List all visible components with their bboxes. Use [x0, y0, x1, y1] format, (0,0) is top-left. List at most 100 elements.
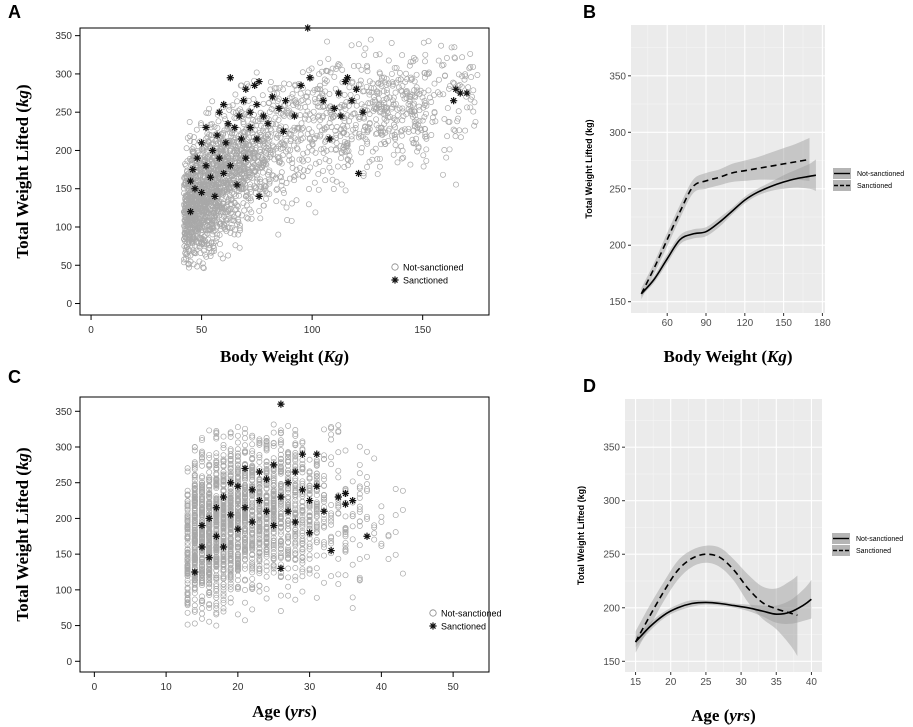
not-sanctioned-point: [199, 579, 205, 586]
sanctioned-point: [326, 135, 334, 143]
not-sanctioned-point: [213, 470, 220, 477]
not-sanctioned-point: [217, 220, 224, 227]
not-sanctioned-point: [191, 462, 198, 469]
not-sanctioned-point: [253, 69, 260, 76]
sanctioned-point: [227, 511, 235, 519]
not-sanctioned-point: [299, 530, 306, 536]
not-sanctioned-point: [184, 621, 191, 628]
not-sanctioned-point: [320, 145, 327, 152]
not-sanctioned-point: [342, 149, 349, 156]
sanctioned-point: [246, 123, 254, 132]
not-sanctioned-point: [227, 553, 234, 560]
not-sanctioned-point: [242, 430, 248, 437]
not-sanctioned-point: [207, 226, 214, 233]
y-tick-label: 150: [609, 297, 626, 308]
not-sanctioned-point: [203, 201, 210, 207]
not-sanctioned-point: [208, 240, 215, 247]
not-sanctioned-point: [324, 38, 331, 45]
y-axis-title: Total Weight Lifted (kg): [13, 84, 32, 258]
not-sanctioned-point: [216, 200, 223, 207]
not-sanctioned-point: [270, 549, 277, 556]
not-sanctioned-point: [270, 471, 277, 478]
not-sanctioned-point: [191, 505, 198, 512]
not-sanctioned-point: [234, 514, 241, 521]
not-sanctioned-point: [315, 186, 322, 193]
not-sanctioned-point: [231, 136, 238, 143]
not-sanctioned-point: [467, 104, 474, 111]
not-sanctioned-point: [241, 180, 248, 187]
confidence-band-sanctioned: [635, 545, 798, 656]
not-sanctioned-point: [285, 495, 292, 502]
y-tick-label: 0: [66, 657, 72, 668]
not-sanctioned-point: [227, 530, 234, 537]
not-sanctioned-point: [206, 534, 213, 541]
not-sanctioned-point: [193, 217, 200, 224]
not-sanctioned-point: [455, 115, 461, 122]
not-sanctioned-point: [242, 534, 248, 541]
not-sanctioned-point: [323, 147, 330, 154]
not-sanctioned-point: [252, 189, 259, 196]
not-sanctioned-point: [313, 462, 320, 469]
not-sanctioned-point: [393, 64, 400, 71]
not-sanctioned-point: [213, 434, 220, 440]
not-sanctioned-point: [234, 458, 241, 465]
not-sanctioned-point: [306, 552, 313, 559]
not-sanctioned-point: [474, 72, 481, 78]
not-sanctioned-point: [187, 252, 194, 259]
not-sanctioned-point: [225, 195, 232, 202]
not-sanctioned-point: [227, 580, 234, 587]
not-sanctioned-point: [413, 71, 420, 78]
not-sanctioned-point: [231, 139, 238, 145]
not-sanctioned-point: [188, 157, 194, 164]
y-tick-label: 150: [603, 657, 620, 668]
not-sanctioned-point: [199, 482, 205, 489]
not-sanctioned-point: [235, 211, 242, 218]
not-sanctioned-point: [422, 100, 429, 107]
not-sanctioned-point: [263, 595, 270, 602]
not-sanctioned-point: [276, 84, 283, 91]
not-sanctioned-point: [213, 435, 220, 442]
not-sanctioned-point: [206, 592, 213, 598]
not-sanctioned-point: [313, 473, 320, 480]
not-sanctioned-point: [349, 523, 356, 530]
not-sanctioned-point: [366, 120, 373, 126]
sanctioned-point: [304, 24, 312, 32]
not-sanctioned-point: [209, 217, 216, 224]
not-sanctioned-point: [396, 70, 403, 76]
panel-letter-c: C: [8, 367, 21, 387]
x-axis-title-unit: Kg: [766, 347, 787, 366]
not-sanctioned-point: [431, 80, 438, 87]
not-sanctioned-point: [443, 55, 450, 61]
not-sanctioned-point: [372, 145, 379, 152]
not-sanctioned-point: [349, 78, 356, 85]
not-sanctioned-point: [263, 534, 270, 541]
not-sanctioned-point: [256, 437, 263, 444]
not-sanctioned-point: [221, 221, 228, 228]
not-sanctioned-point: [338, 181, 345, 188]
not-sanctioned-point: [408, 76, 414, 83]
y-tick-label: 250: [603, 550, 620, 561]
not-sanctioned-point: [277, 480, 284, 487]
not-sanctioned-point: [461, 76, 468, 83]
not-sanctioned-point: [462, 71, 469, 78]
not-sanctioned-point: [235, 107, 242, 114]
not-sanctioned-point: [349, 478, 356, 485]
y-tick-label: 300: [55, 69, 72, 80]
x-tick-label: 150: [414, 325, 431, 336]
sanctioned-point: [241, 504, 249, 512]
not-sanctioned-point: [251, 152, 258, 159]
not-sanctioned-point: [210, 214, 217, 221]
not-sanctioned-point: [256, 440, 263, 446]
sanctioned-point: [242, 85, 250, 93]
not-sanctioned-point: [269, 171, 276, 178]
not-sanctioned-point: [405, 128, 412, 135]
not-sanctioned-point: [211, 227, 218, 234]
not-sanctioned-point: [306, 512, 313, 519]
not-sanctioned-point: [204, 130, 211, 137]
not-sanctioned-point: [398, 143, 405, 150]
not-sanctioned-point: [392, 135, 399, 142]
not-sanctioned-point: [390, 151, 397, 158]
not-sanctioned-point: [213, 592, 220, 599]
not-sanctioned-point: [373, 116, 380, 123]
not-sanctioned-point: [220, 475, 227, 481]
